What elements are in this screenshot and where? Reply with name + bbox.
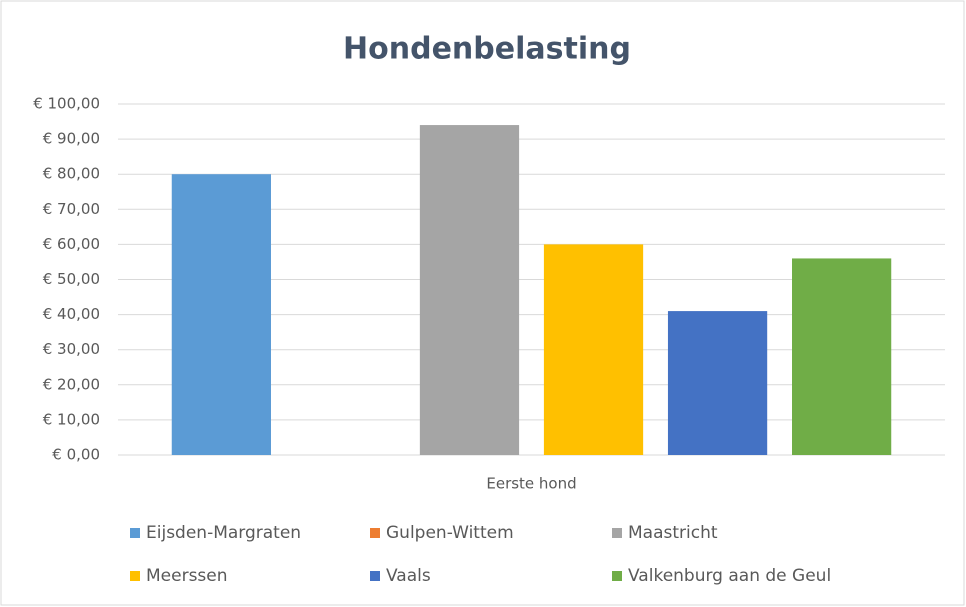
y-tick-label: € 60,00 (43, 235, 100, 253)
y-tick-label: € 30,00 (43, 340, 100, 358)
legend-label: Maastricht (628, 523, 718, 543)
legend-label: Meerssen (146, 566, 228, 586)
legend-swatch (370, 528, 380, 538)
y-tick-label: € 70,00 (43, 200, 100, 218)
legend-swatch (130, 571, 140, 581)
y-tick-label: € 90,00 (43, 130, 100, 148)
y-tick-label: € 40,00 (43, 305, 100, 323)
legend-label: Vaals (386, 566, 431, 586)
legend-label: Eijsden-Margraten (146, 523, 301, 543)
y-tick-label: € 0,00 (52, 446, 100, 464)
bar (667, 311, 768, 455)
legend-label: Gulpen-Wittem (386, 523, 514, 543)
x-tick-label: Eerste hond (486, 475, 576, 493)
legend-swatch (612, 528, 622, 538)
legend-swatch (612, 571, 622, 581)
y-tick-label: € 80,00 (43, 165, 100, 183)
y-tick-label: € 10,00 (43, 410, 100, 428)
legend-swatch (370, 571, 380, 581)
legend-label: Valkenburg aan de Geul (628, 566, 831, 586)
chart-title: Hondenbelasting (343, 32, 631, 67)
bar (792, 258, 892, 455)
bar (543, 244, 644, 455)
y-tick-label: € 20,00 (43, 375, 100, 393)
bar (419, 125, 520, 455)
legend-swatch (130, 528, 140, 538)
y-tick-label: € 100,00 (33, 95, 100, 113)
bar (171, 174, 271, 455)
y-tick-label: € 50,00 (43, 270, 100, 288)
